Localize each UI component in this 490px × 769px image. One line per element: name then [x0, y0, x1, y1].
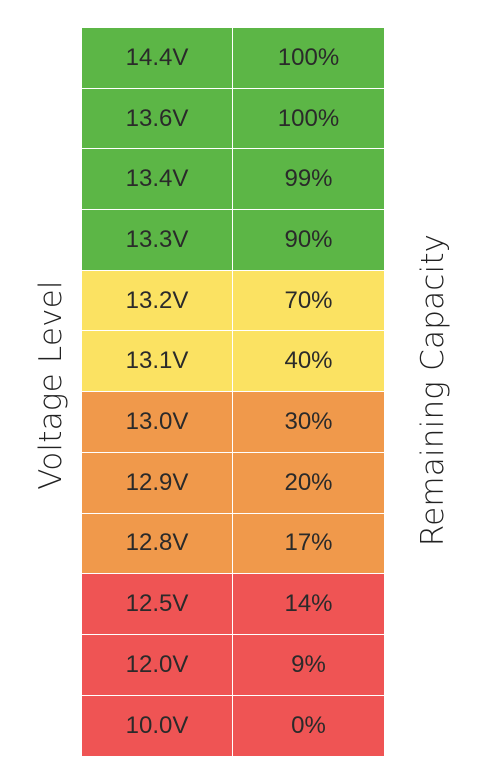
table-row: 13.3V 90%	[82, 210, 384, 271]
table-row: 12.8V 17%	[82, 513, 384, 575]
capacity-cell: 100%	[277, 104, 340, 132]
table-row: 12.9V 20%	[82, 452, 384, 514]
table-row: 13.6V 100%	[82, 88, 384, 150]
capacity-cell: 20%	[284, 468, 333, 496]
voltage-cell: 12.5V	[82, 574, 233, 634]
capacity-cell: 9%	[291, 650, 326, 678]
voltage-level-axis-label: Voltage Level	[33, 280, 69, 490]
remaining-capacity-axis-label: Remaining Capacity	[415, 233, 451, 547]
voltage-cell: 12.0V	[82, 634, 233, 695]
voltage-cell: 13.2V	[82, 270, 233, 331]
table-row: 13.4V 99%	[82, 149, 384, 211]
voltage-cell: 13.6V	[82, 88, 233, 149]
table-row: 13.2V 70%	[82, 270, 384, 332]
voltage-cell: 13.4V	[82, 149, 233, 210]
voltage-cell: 10.0V	[82, 695, 233, 757]
capacity-cell: 70%	[284, 286, 333, 314]
table-row: 14.4V 100%	[82, 28, 384, 89]
capacity-cell: 99%	[284, 165, 333, 193]
capacity-cell: 14%	[284, 590, 333, 618]
capacity-cell: 0%	[291, 711, 326, 739]
capacity-cell: 100%	[277, 43, 340, 71]
voltage-cell: 12.9V	[82, 452, 233, 513]
table-row: 12.5V 14%	[82, 574, 384, 635]
voltage-cell: 13.3V	[82, 210, 233, 270]
table-row: 12.0V 9%	[82, 634, 384, 696]
voltage-cell: 14.4V	[82, 28, 233, 88]
capacity-cell: 40%	[284, 347, 333, 375]
voltage-cell: 13.1V	[82, 331, 233, 392]
voltage-cell: 12.8V	[82, 513, 233, 574]
capacity-cell: 30%	[284, 407, 333, 435]
table-row: 13.1V 40%	[82, 331, 384, 393]
table-row: 10.0V 0%	[82, 695, 384, 757]
capacity-cell: 17%	[284, 529, 333, 557]
table-row: 13.0V 30%	[82, 392, 384, 453]
voltage-capacity-table: 14.4V 100% 13.6V 100% 13.4V 99% 13.3V 90% 13.2V 7…	[82, 28, 384, 757]
capacity-cell: 90%	[284, 225, 333, 253]
voltage-cell: 13.0V	[82, 392, 233, 452]
